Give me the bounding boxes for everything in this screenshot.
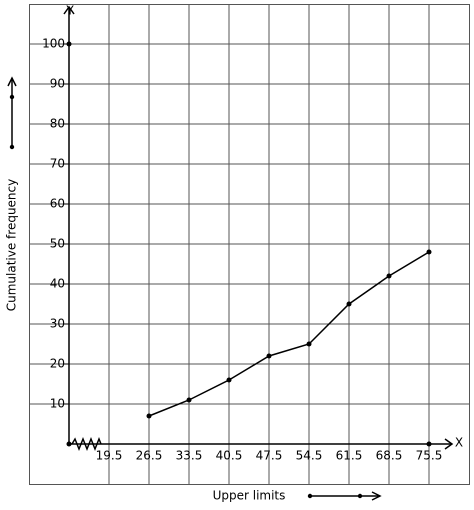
y-arrow (63, 5, 75, 15)
y-axis-label: Cumulative frequency (5, 179, 19, 312)
x-tick-label: 54.5 (296, 449, 323, 463)
y-tick-label: 100 (42, 37, 65, 51)
data-point (146, 413, 152, 419)
x-tick-label: 40.5 (216, 449, 243, 463)
axis-dot (426, 441, 432, 447)
data-point (226, 377, 232, 383)
label-arrow-dot (307, 493, 313, 499)
data-point (186, 397, 192, 403)
label-arrow-dot (357, 493, 363, 499)
x-tick-label: 47.5 (256, 449, 283, 463)
y-tick-label: 80 (50, 117, 65, 131)
x-tick-label: 26.5 (136, 449, 163, 463)
label-arrow-head (7, 76, 17, 87)
y-tick-label: 90 (50, 77, 65, 91)
data-point (346, 301, 352, 307)
y-tick-label: 20 (50, 357, 65, 371)
data-point (306, 341, 312, 347)
x-tick-label: 19.5 (96, 449, 123, 463)
y-axis-name: Y (65, 4, 74, 18)
y-tick-label: 70 (50, 157, 65, 171)
axis-break (71, 436, 102, 452)
data-line (148, 251, 430, 417)
label-arrow-head (371, 491, 382, 501)
data-point (426, 249, 432, 255)
label-arrow-dot (9, 144, 15, 150)
x-tick-label: 68.5 (376, 449, 403, 463)
y-tick-label: 60 (50, 197, 65, 211)
x-tick-label: 33.5 (176, 449, 203, 463)
origin-dot (66, 441, 72, 447)
label-arrow-dot (9, 94, 15, 100)
x-tick-label: 75.5 (416, 449, 443, 463)
y-tick-label: 10 (50, 397, 65, 411)
data-point (266, 353, 272, 359)
data-point (386, 273, 392, 279)
y-tick-label: 30 (50, 317, 65, 331)
x-arrow (444, 438, 454, 450)
x-axis-name: X (455, 436, 463, 450)
y-tick-label: 40 (50, 277, 65, 291)
y-tick-label: 50 (50, 237, 65, 251)
x-tick-label: 61.5 (336, 449, 363, 463)
x-axis-label: Upper limits (213, 489, 286, 503)
